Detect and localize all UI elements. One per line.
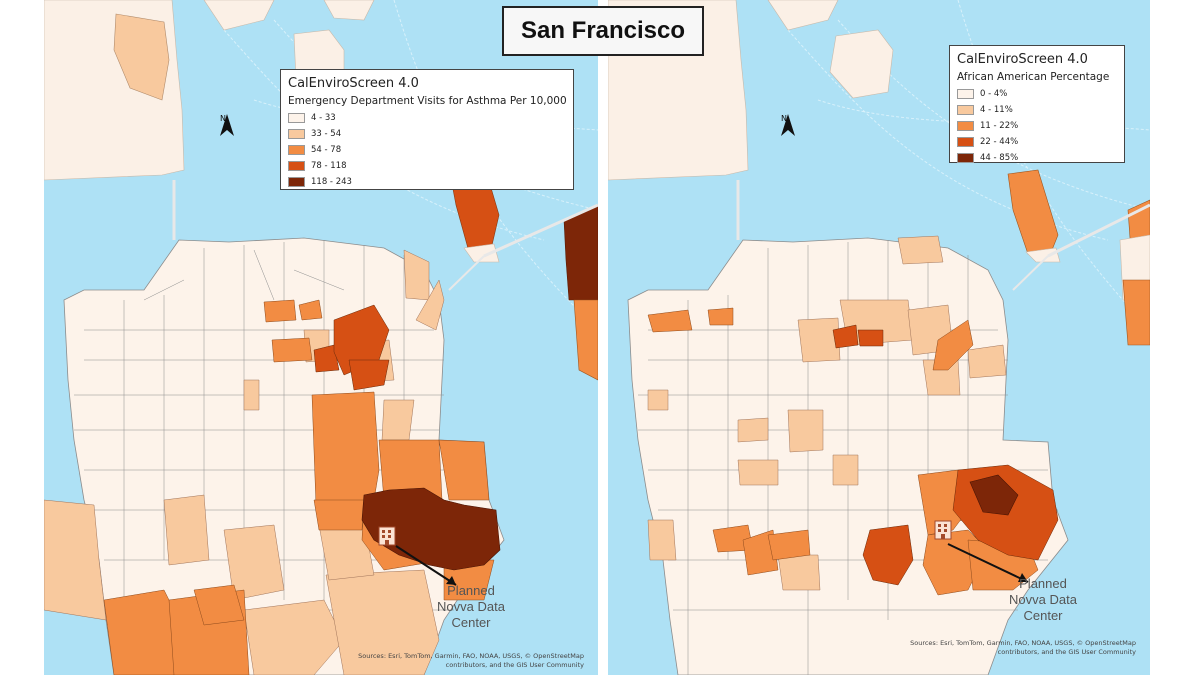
tiburon-land [203, 0, 275, 31]
yerba-buena [463, 243, 500, 263]
legend-swatch [288, 113, 305, 123]
legend-swatch [957, 105, 974, 115]
oakland-c [1122, 279, 1150, 346]
map-sources: Sources: Esri, TomTom, Garmin, FAO, NOAA… [358, 652, 584, 670]
annotation-line: Planned [447, 583, 495, 598]
legend-row: 118 - 243 [288, 174, 573, 190]
legend-label: 0 - 4% [980, 89, 1008, 99]
north-arrow-icon [220, 114, 234, 136]
legend-swatch [957, 153, 974, 163]
legend-row: 22 - 44% [957, 134, 1124, 150]
data-center-icon [934, 520, 952, 540]
legend-label: 33 - 54 [311, 129, 342, 139]
map-sources: Sources: Esri, TomTom, Garmin, FAO, NOAA… [910, 639, 1136, 657]
legend-label: 4 - 33 [311, 113, 336, 123]
yerba-buena [1025, 247, 1061, 263]
map-african-american[interactable]: N CalEnviroScreen 4.0 African American P… [608, 0, 1150, 675]
map-canvas [44, 0, 598, 675]
legend-subtitle: Emergency Department Visits for Asthma P… [288, 95, 567, 107]
page-title: San Francisco [502, 6, 704, 56]
legend-label: 4 - 11% [980, 105, 1013, 115]
north-arrow-icon [781, 114, 795, 136]
annotation-line: Novva Data [437, 599, 505, 614]
north-arrow: N [781, 114, 795, 136]
map-canvas [608, 0, 1150, 675]
legend-row: 54 - 78 [288, 142, 573, 158]
sources-line: Sources: Esri, TomTom, Garmin, FAO, NOAA… [358, 652, 584, 660]
legend-row: 4 - 11% [957, 102, 1124, 118]
legend-title: CalEnviroScreen 4.0 [288, 76, 419, 91]
legend-swatch [288, 129, 305, 139]
data-center-annotation: Planned Novva Data Center [988, 576, 1098, 624]
sources-line: contributors, and the GIS User Community [445, 661, 584, 669]
legend-african-american: CalEnviroScreen 4.0 African American Per… [949, 45, 1125, 163]
sources-line: contributors, and the GIS User Community [997, 648, 1136, 656]
data-center-annotation: Planned Novva Data Center [416, 583, 526, 631]
legend-row: 4 - 33 [288, 110, 573, 126]
legend-row: 44 - 85% [957, 150, 1124, 166]
legend-row: 33 - 54 [288, 126, 573, 142]
map-asthma[interactable]: N CalEnviroScreen 4.0 Emergency Departme… [44, 0, 598, 675]
belvedere-land [323, 0, 375, 21]
legend-title: CalEnviroScreen 4.0 [957, 52, 1088, 67]
legend-swatch [288, 145, 305, 155]
legend-swatch [957, 89, 974, 99]
sources-line: Sources: Esri, TomTom, Garmin, FAO, NOAA… [910, 639, 1136, 647]
sausalito-tract [113, 13, 170, 101]
legend-label: 11 - 22% [980, 121, 1019, 131]
annotation-line: Center [1023, 608, 1063, 623]
north-label: N [220, 114, 226, 123]
legend-label: 118 - 243 [311, 177, 352, 187]
treasure-island [1007, 169, 1059, 261]
oakland-b [573, 299, 598, 381]
north-arrow: N [220, 114, 234, 136]
legend-swatch [288, 161, 305, 171]
angel-island [829, 29, 894, 99]
bayview-tract [361, 487, 501, 571]
legend-asthma: CalEnviroScreen 4.0 Emergency Department… [280, 69, 574, 190]
legend-swatch [957, 137, 974, 147]
hunters-point-tract [969, 474, 1019, 516]
north-label: N [781, 114, 787, 123]
legend-row: 11 - 22% [957, 118, 1124, 134]
data-center-icon [378, 526, 396, 546]
legend-swatch [957, 121, 974, 131]
legend-label: 44 - 85% [980, 153, 1019, 163]
annotation-line: Novva Data [1009, 592, 1077, 607]
legend-label: 78 - 118 [311, 161, 347, 171]
legend-swatch [288, 177, 305, 187]
legend-row: 0 - 4% [957, 86, 1124, 102]
tiburon-land [767, 0, 839, 31]
legend-label: 22 - 44% [980, 137, 1019, 147]
legend-subtitle: African American Percentage [957, 71, 1110, 83]
legend-label: 54 - 78 [311, 145, 342, 155]
legend-row: 78 - 118 [288, 158, 573, 174]
annotation-line: Center [451, 615, 491, 630]
annotation-line: Planned [1019, 576, 1067, 591]
